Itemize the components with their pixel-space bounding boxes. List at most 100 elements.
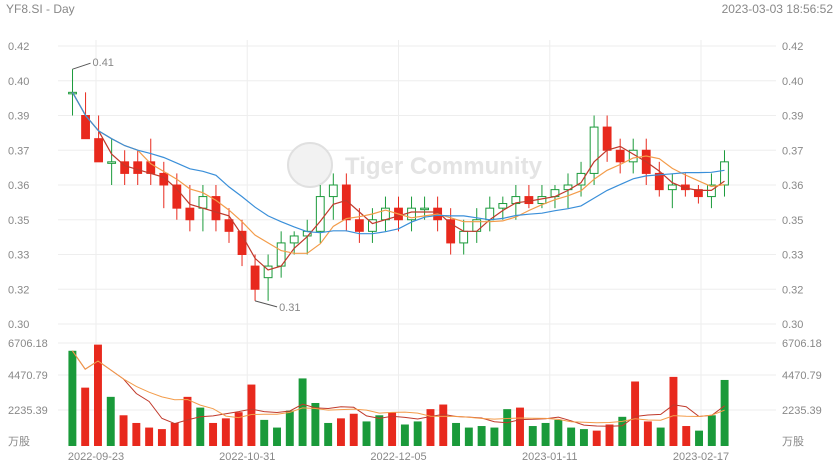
volume-bar — [643, 421, 652, 446]
candle-body — [289, 235, 299, 244]
y-tick-label-right: 0.35 — [782, 215, 803, 227]
volume-bar — [464, 427, 473, 446]
y-tick-label-right: 0.36 — [782, 180, 803, 192]
y-tick-label-left: 0.39 — [8, 111, 29, 123]
volume-tick-label-right: 4470.79 — [782, 370, 822, 382]
volume-bar — [209, 422, 218, 446]
y-tick-label-left: 0.42 — [8, 41, 29, 53]
candle-body — [446, 219, 456, 244]
volume-bar — [567, 427, 576, 446]
y-tick-label-left: 0.35 — [8, 215, 29, 227]
candle-body — [602, 126, 612, 151]
candle-body — [185, 207, 195, 221]
volume-bar — [336, 418, 345, 446]
watermark-text: Tiger Community — [345, 153, 543, 180]
y-tick-label-left: 0.30 — [8, 319, 29, 331]
volume-bar — [554, 419, 563, 446]
y-tick-label-right: 0.40 — [782, 76, 803, 88]
x-tick-label: 2022-09-23 — [68, 451, 124, 463]
y-tick-label-left: 0.32 — [8, 284, 29, 296]
x-tick-label: 2022-12-05 — [370, 451, 426, 463]
volume-bar — [234, 412, 243, 446]
candle-body — [341, 184, 351, 221]
candle-body — [354, 219, 364, 232]
volume-tick-label-left: 2235.39 — [8, 405, 48, 417]
volume-bar — [695, 430, 703, 446]
candle-body — [211, 196, 221, 221]
candle-body — [107, 161, 117, 164]
volume-bar — [516, 407, 524, 446]
volume-bar — [157, 429, 166, 446]
volume-bar — [439, 404, 448, 446]
candle-body — [198, 196, 208, 209]
candle-body — [159, 172, 169, 186]
volume-bar — [656, 427, 665, 446]
volume-bar — [94, 344, 102, 446]
volume-bar — [247, 384, 256, 446]
watermark-logo — [287, 142, 333, 188]
volume-bar — [541, 422, 550, 446]
volume-bar — [298, 378, 307, 446]
volume-tick-label-right: 6706.18 — [782, 338, 822, 350]
volume-bar — [362, 421, 371, 446]
candle-body — [315, 196, 325, 232]
volume-bar — [119, 415, 128, 446]
volume-bar — [528, 426, 537, 446]
volume-bar — [183, 396, 192, 446]
candle-body — [654, 172, 664, 191]
candle-body — [420, 207, 429, 211]
candle-body — [263, 265, 273, 279]
candle-body — [511, 196, 521, 205]
volume-tick-label-left: 万股 — [8, 435, 30, 448]
volume-ma-short-line — [71, 350, 725, 427]
volume-bar — [669, 376, 678, 446]
ma-short-line — [71, 92, 725, 271]
watermark: Tiger Community — [287, 142, 543, 188]
candle-body — [576, 172, 586, 186]
volume-bar — [221, 418, 230, 446]
volume-bar — [170, 422, 179, 446]
candle-body — [172, 184, 182, 209]
y-tick-label-right: 0.37 — [782, 145, 803, 157]
volume-bar — [106, 396, 115, 446]
candle-body — [250, 265, 260, 290]
x-tick-label: 2022-10-31 — [219, 451, 275, 463]
volume-bar — [682, 426, 691, 446]
volume-ma-long-line — [71, 350, 725, 424]
y-tick-label-right: 0.33 — [782, 250, 803, 262]
candle-body — [407, 207, 416, 221]
volume-bar — [413, 421, 422, 446]
candle-body — [328, 184, 338, 198]
volume-bar — [388, 412, 397, 446]
volume-bar — [349, 413, 358, 446]
volume-tick-label-left: 6706.18 — [8, 338, 48, 350]
ma-mid-line — [71, 92, 725, 254]
y-tick-label-right: 0.39 — [782, 111, 803, 123]
volume-bar — [324, 422, 333, 446]
volume-bar — [285, 410, 294, 446]
volume-bar — [400, 424, 409, 446]
volume-bar — [196, 407, 205, 446]
volume-bar — [132, 422, 141, 446]
y-tick-label-left: 0.40 — [8, 76, 29, 88]
min-annotation-label: 0.31 — [279, 302, 300, 314]
candle-body — [224, 219, 234, 232]
volume-bar — [618, 416, 627, 446]
volume-bar — [68, 350, 77, 446]
volume-tick-label-right: 万股 — [782, 435, 804, 448]
volume-bar — [375, 415, 384, 446]
ma-long-line — [71, 92, 725, 235]
volume-bar — [605, 424, 614, 446]
y-tick-label-right: 0.30 — [782, 319, 803, 331]
volume-tick-label-right: 2235.39 — [782, 405, 822, 417]
volume-bar — [720, 379, 729, 446]
candle-body — [680, 184, 690, 191]
candle-body — [133, 161, 143, 174]
candle-body — [589, 126, 599, 174]
y-tick-label-left: 0.33 — [8, 250, 29, 262]
y-tick-label-left: 0.37 — [8, 145, 29, 157]
y-tick-label-left: 0.36 — [8, 180, 29, 192]
y-tick-label-right: 0.42 — [782, 41, 803, 53]
chart-title: YF8.SI - Day — [6, 2, 75, 16]
